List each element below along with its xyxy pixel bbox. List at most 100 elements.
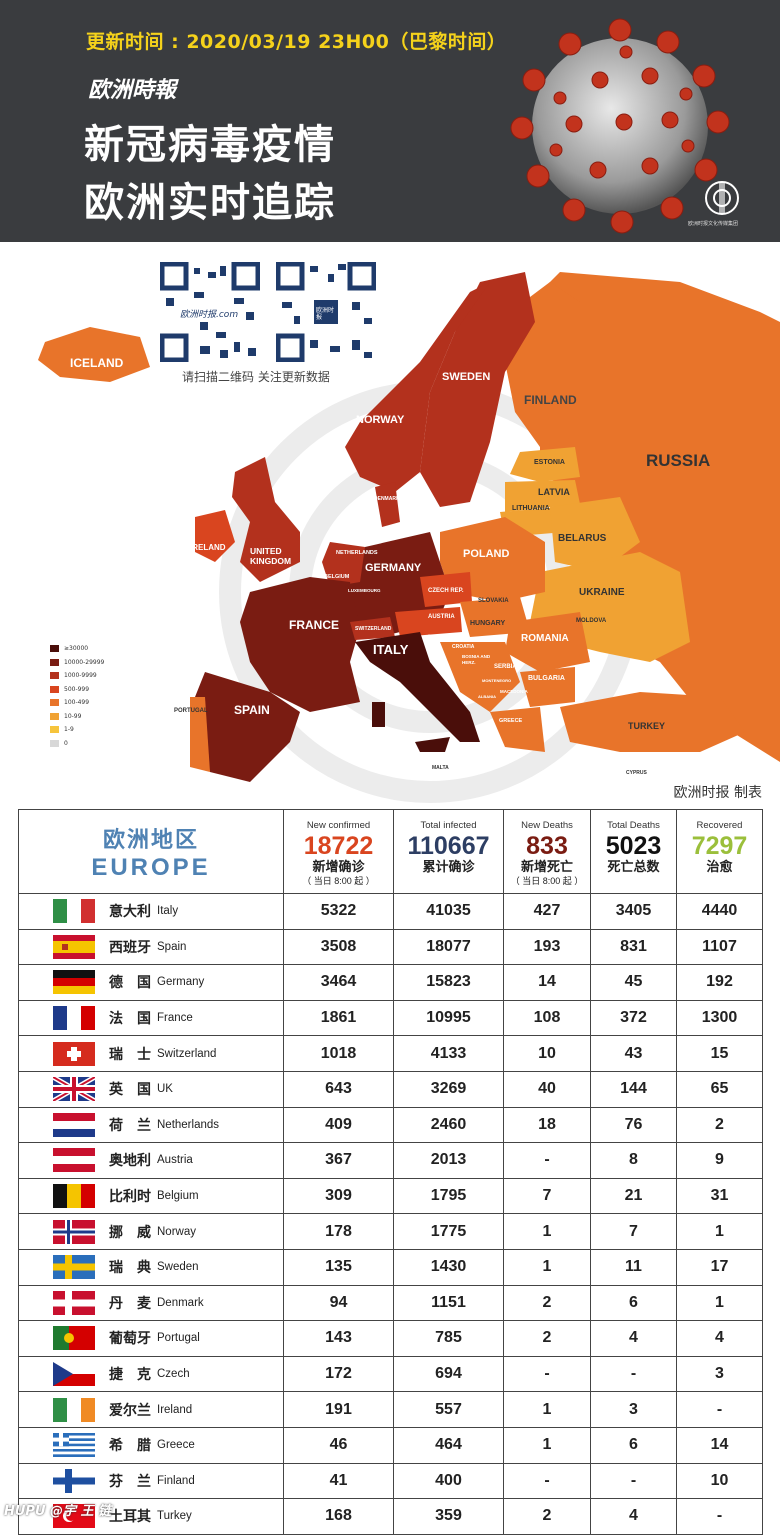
legend-item: 1000-9999 xyxy=(50,669,104,683)
legend-swatch xyxy=(50,712,59,720)
country-name-zh: 捷 克 xyxy=(109,1366,151,1383)
flag-italy-icon xyxy=(53,899,95,924)
legend-item: 10000-29999 xyxy=(50,656,104,670)
label-czech: CZECH REP. xyxy=(428,588,464,594)
flag-france-icon xyxy=(53,1006,95,1031)
publisher-logo-icon xyxy=(705,181,739,215)
country-name-en: Italy xyxy=(157,905,179,918)
total-infected-cell: 2460 xyxy=(393,1106,504,1144)
table-row: 瑞 典 Sweden 135 1430 1 11 17 xyxy=(18,1248,763,1286)
recovered-cell: 31 xyxy=(676,1177,763,1215)
country-name-en: Switzerland xyxy=(157,1047,217,1060)
country-cell: 爱尔兰 Ireland xyxy=(18,1391,284,1428)
new-confirmed-cell: 172 xyxy=(283,1355,394,1393)
new-confirmed-cell: 143 xyxy=(283,1320,394,1357)
new-confirmed-cell: 191 xyxy=(283,1391,394,1428)
total-infected-cell: 18077 xyxy=(393,928,504,966)
legend-label: 0 xyxy=(64,739,68,747)
legend-swatch xyxy=(50,699,59,707)
new-confirmed-cell: 1018 xyxy=(283,1035,394,1072)
map-legend: ≥30000 10000-29999 1000-9999 500-999 100-499… xyxy=(50,642,104,750)
column-header-zh: 累计确诊 xyxy=(422,859,475,874)
legend-item: ≥30000 xyxy=(50,642,104,656)
legend-label: 100-499 xyxy=(64,699,90,707)
table-row: 挪 威 Norway 178 1775 1 7 1 xyxy=(18,1213,763,1250)
country-name-en: Spain xyxy=(157,940,187,953)
legend-swatch xyxy=(50,739,59,747)
page-title-line2: 欧洲实时追踪 xyxy=(84,180,336,226)
new-deaths-cell: 1 xyxy=(503,1391,591,1428)
label-switzerland: SWITZERLAND xyxy=(355,626,392,632)
label-uk: UNITED KINGDOM xyxy=(250,546,292,566)
recovered-cell: 10 xyxy=(676,1462,763,1500)
new-confirmed-cell: 94 xyxy=(283,1284,394,1322)
table-row: 土耳其 Turkey 168 359 2 4- xyxy=(18,1498,763,1535)
country-name-en: Ireland xyxy=(157,1403,193,1416)
country-name-zh: 荷 兰 xyxy=(109,1116,151,1133)
recovered-cell: 4 xyxy=(676,1320,763,1357)
new-deaths-cell: 18 xyxy=(503,1106,591,1144)
legend-item: 1-9 xyxy=(50,723,104,737)
country-cell: 法 国 France xyxy=(18,999,284,1037)
new-deaths-cell: - xyxy=(503,1142,591,1179)
new-confirmed-cell: 309 xyxy=(283,1177,394,1215)
header-banner: 更新时间 : 2020/03/19 23H00（巴黎时间） 欧洲時報 新冠病毒疫… xyxy=(0,0,780,242)
column-header: Recovered 7297 治愈 xyxy=(676,809,763,894)
country-name-en: UK xyxy=(157,1083,173,1096)
country-cell: 西班牙 Spain xyxy=(18,928,284,966)
legend-label: 1-9 xyxy=(64,726,74,734)
coronavirus-illustration xyxy=(510,18,730,234)
column-header-zh: 死亡总数 xyxy=(607,859,660,874)
table-row: 德 国 Germany 3464 15823 14 45 192 xyxy=(18,964,763,1001)
total-deaths-cell: 4 xyxy=(590,1498,677,1535)
country-name-en: Germany xyxy=(157,976,205,989)
new-deaths-cell: 427 xyxy=(503,893,591,930)
flag-switzerland-icon xyxy=(53,1041,95,1066)
qr-code-app[interactable]: 欧洲时报 xyxy=(275,261,377,363)
label-netherlands: NETHERLANDS xyxy=(336,550,378,556)
total-deaths-cell: 21 xyxy=(590,1177,677,1215)
label-slovakia: SLOVAKIA xyxy=(478,598,509,604)
table-row: 捷 克 Czech 172 694- -3 xyxy=(18,1355,763,1393)
new-deaths-cell: - xyxy=(503,1355,591,1393)
column-header-total: 110667 xyxy=(407,832,490,860)
table-row: 西班牙 Spain 3508 18077 193 831 1107 xyxy=(18,928,763,966)
legend-swatch xyxy=(50,672,59,680)
country-cell: 英 国 UK xyxy=(18,1070,284,1108)
flag-sweden-icon xyxy=(53,1255,95,1280)
table-row: 意大利 Italy 5322 41035 427 3405 4440 xyxy=(18,893,763,930)
total-deaths-cell: 6 xyxy=(590,1284,677,1322)
total-deaths-cell: 76 xyxy=(590,1106,677,1144)
new-deaths-cell: 2 xyxy=(503,1320,591,1357)
label-turkey: TURKEY xyxy=(628,721,666,731)
label-croatia: CROATIA xyxy=(452,644,475,650)
total-infected-cell: 1795 xyxy=(393,1177,504,1215)
new-confirmed-cell: 3508 xyxy=(283,928,394,966)
qr-caption: 请扫描二维码 关注更新数据 xyxy=(182,370,330,384)
country-name-zh: 希 腊 xyxy=(109,1437,151,1454)
country-name-en: Austria xyxy=(157,1154,193,1167)
total-deaths-cell: 4 xyxy=(590,1320,677,1357)
total-deaths-cell: 11 xyxy=(590,1248,677,1286)
total-deaths-cell: 8 xyxy=(590,1142,677,1179)
brand-name: 欧洲時報 xyxy=(88,77,177,103)
column-header-note: （ 当日 8:00 起 ） xyxy=(302,876,375,886)
legend-item: 10-99 xyxy=(50,710,104,724)
column-header-en: New confirmed xyxy=(306,820,371,831)
label-bulgaria: BULGARIA xyxy=(528,675,565,682)
new-confirmed-cell: 135 xyxy=(283,1248,394,1286)
recovered-cell: 65 xyxy=(676,1070,763,1108)
new-confirmed-cell: 643 xyxy=(283,1070,394,1108)
flag-turkey-icon xyxy=(53,1504,95,1529)
recovered-cell: 15 xyxy=(676,1035,763,1072)
column-header-zh: 治愈 xyxy=(706,859,733,874)
europe-stats-table: 欧洲地区 EUROPE New confirmed 18722 新增确诊（ 当日 8… xyxy=(18,809,763,1535)
new-confirmed-cell: 1861 xyxy=(283,999,394,1037)
recovered-cell: - xyxy=(676,1498,763,1535)
total-infected-cell: 359 xyxy=(393,1498,504,1535)
total-deaths-cell: 144 xyxy=(590,1070,677,1108)
country-name-zh: 瑞 士 xyxy=(109,1045,151,1062)
table-row: 法 国 France 1861 10995 108 372 1300 xyxy=(18,999,763,1037)
qr-code-website[interactable]: 欧洲时报.com xyxy=(159,261,261,363)
region-header: 欧洲地区 EUROPE xyxy=(18,809,284,894)
